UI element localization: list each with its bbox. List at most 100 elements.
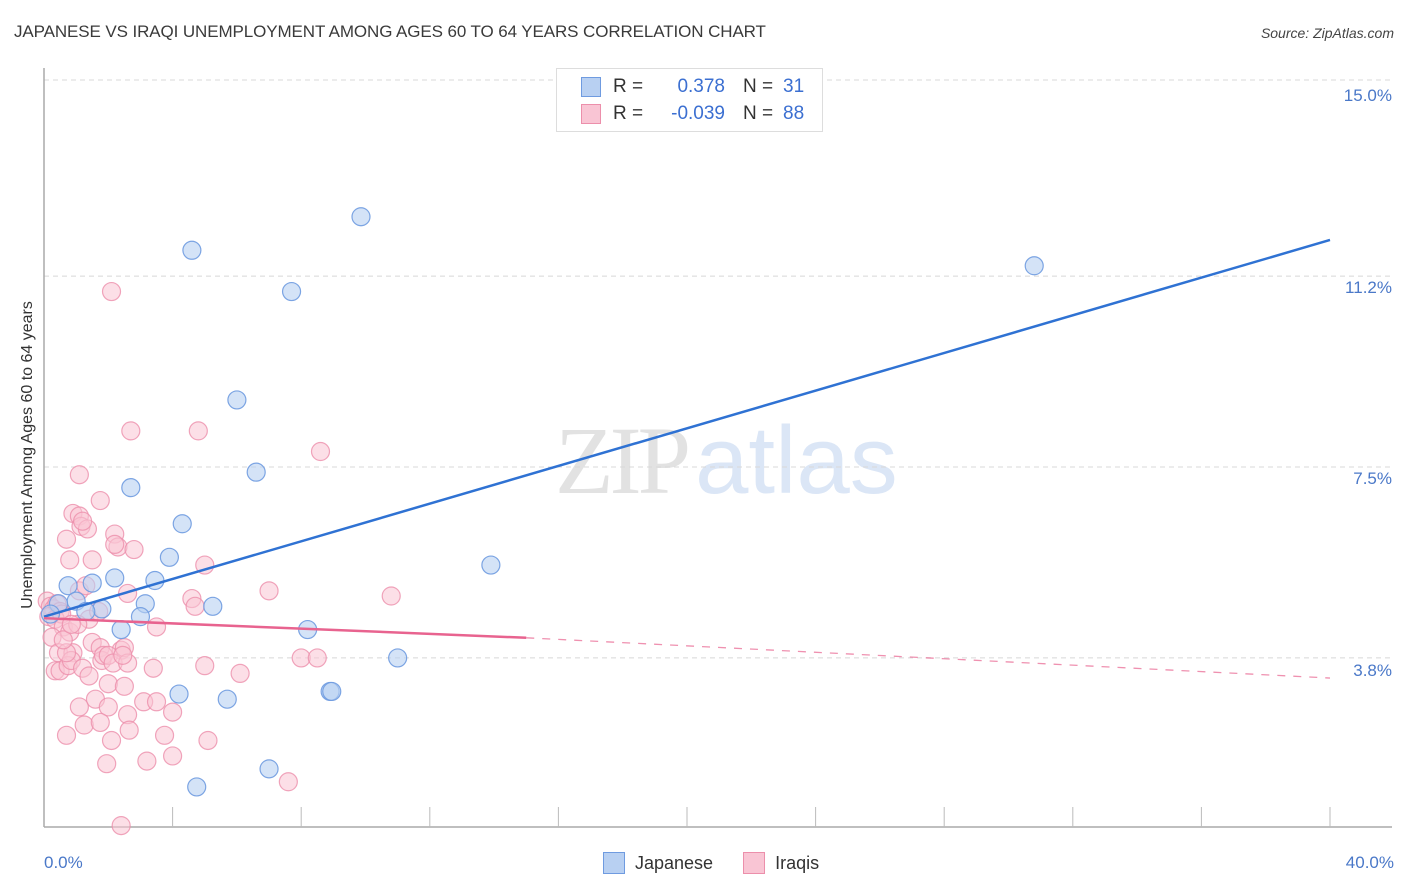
iraqis-point[interactable] [98, 697, 118, 717]
iraqis-point[interactable] [82, 550, 102, 570]
iraqis-point[interactable] [119, 720, 139, 740]
n-label: N = [743, 76, 774, 97]
japanese-point[interactable] [111, 619, 131, 640]
japanese-point[interactable] [105, 568, 125, 588]
japanese-point[interactable] [246, 462, 266, 482]
y-tick-label: 11.2% [1345, 278, 1392, 297]
iraqis-point[interactable] [56, 529, 77, 549]
iraqis-point[interactable] [381, 586, 401, 606]
legend-item-japanese[interactable]: Japanese [603, 852, 713, 874]
iraqis-point[interactable] [72, 511, 93, 531]
y-tick-label: 3.8% [1353, 661, 1392, 680]
iraqis-point[interactable] [121, 421, 141, 441]
iraqis-point[interactable] [90, 490, 110, 511]
iraqis-point[interactable] [97, 754, 117, 774]
iraqis-point[interactable] [163, 702, 183, 722]
iraqis-point[interactable] [278, 772, 298, 792]
iraqis-point[interactable] [101, 281, 122, 302]
japanese-point[interactable] [227, 390, 247, 410]
iraqis-point[interactable] [307, 648, 327, 668]
series-legend: Japanese Iraqis [603, 852, 849, 874]
japanese-point[interactable] [259, 759, 279, 779]
n-value: 88 [783, 103, 805, 124]
iraqis-point[interactable] [53, 630, 73, 650]
iraqis-swatch-icon [743, 852, 766, 874]
grid-lines [44, 79, 1392, 659]
iraqis-point[interactable] [74, 715, 94, 735]
iraqis-point[interactable] [69, 697, 89, 717]
iraqis-point[interactable] [198, 730, 218, 751]
japanese-swatch-icon [581, 77, 601, 97]
legend-item-iraqis[interactable]: Iraqis [743, 852, 819, 874]
japanese-point[interactable] [322, 681, 342, 702]
chart-title: JAPANESE VS IRAQI UNEMPLOYMENT AMONG AGE… [14, 22, 766, 41]
japanese-points [40, 207, 1044, 797]
japanese-point[interactable] [481, 555, 501, 575]
r-label: R = [613, 103, 644, 124]
iraqis-point[interactable] [154, 725, 175, 745]
r-label: R = [613, 76, 644, 97]
legend-row-japanese: R = 0.378 N = 31 [581, 75, 804, 99]
iraqis-point[interactable] [90, 712, 110, 733]
japanese-point[interactable] [58, 576, 78, 596]
iraqis-point[interactable] [195, 555, 215, 575]
x-tick-label: 40.0% [1345, 853, 1394, 872]
iraqis-point[interactable] [69, 465, 89, 485]
japanese-point[interactable] [203, 596, 223, 616]
iraqis-point[interactable] [113, 645, 133, 665]
japanese-point[interactable] [187, 777, 207, 797]
iraqis-point[interactable] [124, 539, 144, 560]
iraqis-point[interactable] [146, 617, 167, 637]
legend-row-iraqis: R = -0.039 N = 88 [581, 102, 804, 126]
iraqis-point[interactable] [230, 663, 250, 684]
iraqis-point[interactable] [291, 648, 311, 668]
axes [43, 68, 1392, 828]
iraqis-point[interactable] [259, 581, 279, 601]
japanese-point[interactable] [351, 207, 371, 227]
trend-lines [43, 238, 1331, 679]
iraqis-point[interactable] [114, 676, 134, 696]
y-tick-label: 15.0% [1343, 86, 1392, 105]
japanese-point[interactable] [169, 684, 189, 704]
japanese-point[interactable] [172, 514, 192, 534]
japanese-point[interactable] [1024, 256, 1044, 276]
japanese-point[interactable] [388, 648, 408, 668]
iraqis-point[interactable] [101, 730, 122, 751]
iraqis-point[interactable] [60, 550, 80, 570]
iraqis-swatch-icon [581, 104, 601, 124]
iraqis-point[interactable] [143, 658, 163, 678]
legend-label: Japanese [635, 852, 714, 873]
japanese-trend-line [43, 238, 1331, 618]
iraqis-trend-line [43, 616, 527, 640]
iraqis-point[interactable] [195, 656, 215, 676]
iraqis-point[interactable] [98, 674, 118, 694]
japanese-point[interactable] [82, 573, 102, 593]
iraqis-point[interactable] [79, 666, 99, 686]
iraqis-point[interactable] [185, 596, 205, 616]
iraqis-point[interactable] [188, 421, 208, 441]
n-label: N = [743, 103, 774, 124]
japanese-point[interactable] [121, 478, 141, 498]
y-axis-label: Unemployment Among Ages 60 to 64 years [19, 301, 36, 609]
iraqis-point[interactable] [163, 746, 183, 766]
iraqis-trend-extension [526, 637, 1331, 679]
x-tick-label: 0.0% [44, 853, 83, 872]
japanese-point[interactable] [217, 689, 237, 709]
correlation-legend: R = 0.378 N = 31 R = -0.039 N = 88 [556, 68, 823, 132]
iraqis-point[interactable] [56, 725, 77, 745]
japanese-point[interactable] [281, 281, 302, 302]
iraqis-point[interactable] [111, 816, 131, 836]
r-value: 0.378 [677, 76, 725, 97]
iraqis-point[interactable] [146, 692, 167, 712]
legend-label: Iraqis [775, 852, 820, 873]
y-tick-label: 7.5% [1353, 469, 1392, 488]
iraqis-point[interactable] [310, 441, 331, 462]
japanese-point[interactable] [182, 240, 202, 260]
japanese-point[interactable] [159, 547, 179, 567]
iraqis-point[interactable] [137, 751, 157, 771]
iraqis-point[interactable] [105, 534, 125, 555]
r-value: -0.039 [671, 103, 725, 124]
source-label: Source: ZipAtlas.com [1260, 25, 1394, 41]
iraqis-points [37, 281, 401, 836]
